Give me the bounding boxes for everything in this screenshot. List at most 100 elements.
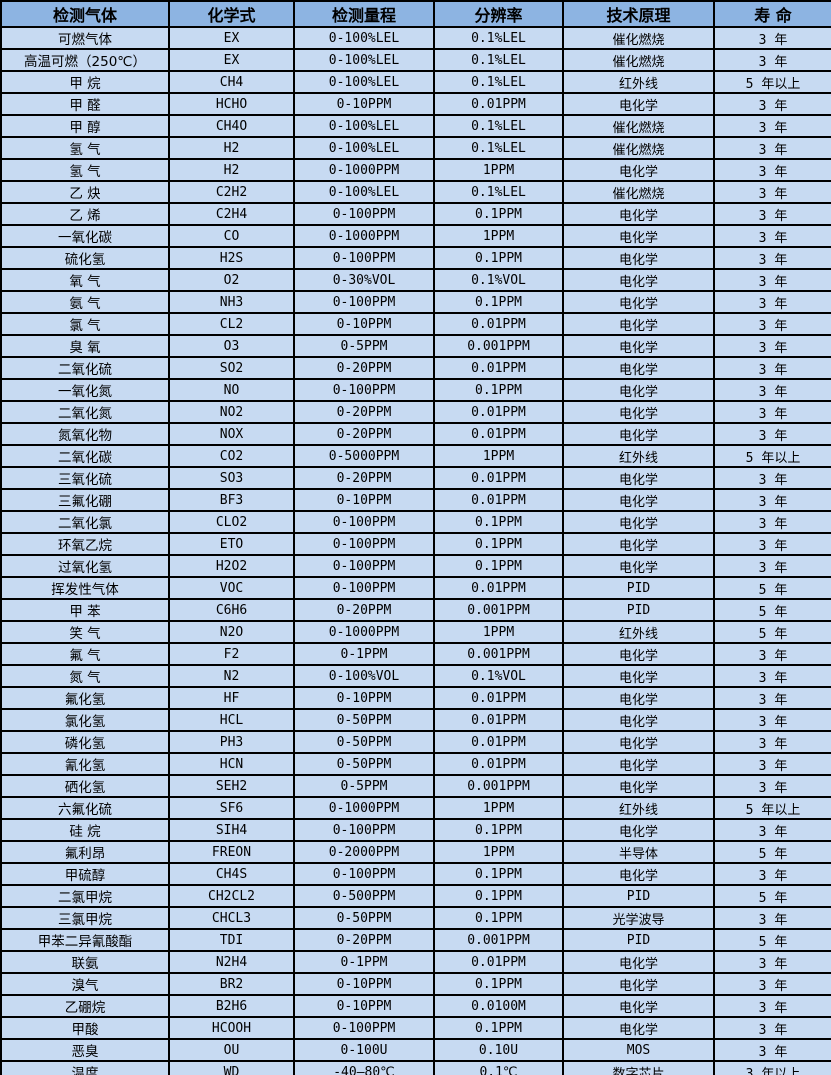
- column-header-gas: 检测气体: [0, 0, 170, 28]
- resolution-cell: 0.1PPM: [433, 532, 564, 556]
- lifespan-cell: 3 年: [713, 752, 831, 776]
- principle-cell: 电化学: [562, 268, 715, 292]
- table-row: 氰化氢 HCN 0-50PPM 0.01PPM 电化学 3 年: [0, 752, 831, 776]
- gas-name-cell: 氮 气: [0, 664, 170, 688]
- resolution-cell: 0.1%VOL: [433, 664, 564, 688]
- table-row: 甲苯二异氰酸酯 TDI 0-20PPM 0.001PPM PID 5 年: [0, 928, 831, 952]
- formula-cell: C2H4: [168, 202, 295, 226]
- principle-cell: 电化学: [562, 730, 715, 754]
- gas-name-cell: 联氨: [0, 950, 170, 974]
- lifespan-cell: 3 年: [713, 246, 831, 270]
- principle-cell: 电化学: [562, 774, 715, 798]
- lifespan-cell: 3 年: [713, 356, 831, 380]
- principle-cell: 电化学: [562, 532, 715, 556]
- gas-name-cell: 乙硼烷: [0, 994, 170, 1018]
- gas-name-cell: 甲酸: [0, 1016, 170, 1040]
- table-row: 氮氧化物 NOX 0-20PPM 0.01PPM 电化学 3 年: [0, 422, 831, 446]
- lifespan-cell: 3 年: [713, 664, 831, 688]
- formula-cell: CO2: [168, 444, 295, 468]
- table-row: 挥发性气体 VOC 0-100PPM 0.01PPM PID 5 年: [0, 576, 831, 600]
- formula-cell: HCN: [168, 752, 295, 776]
- range-cell: 0-20PPM: [293, 400, 435, 424]
- table-row: 高温可燃（250℃） EX 0-100%LEL 0.1%LEL 催化燃烧 3 年: [0, 48, 831, 72]
- lifespan-cell: 3 年: [713, 466, 831, 490]
- table-row: 乙 炔 C2H2 0-100%LEL 0.1%LEL 催化燃烧 3 年: [0, 180, 831, 204]
- gas-name-cell: 氧 气: [0, 268, 170, 292]
- lifespan-cell: 3 年: [713, 114, 831, 138]
- formula-cell: H2S: [168, 246, 295, 270]
- principle-cell: 电化学: [562, 334, 715, 358]
- resolution-cell: 0.1%LEL: [433, 26, 564, 50]
- range-cell: 0-50PPM: [293, 708, 435, 732]
- principle-cell: 电化学: [562, 752, 715, 776]
- range-cell: 0-100U: [293, 1038, 435, 1062]
- gas-name-cell: 硅 烷: [0, 818, 170, 842]
- principle-cell: 电化学: [562, 972, 715, 996]
- table-row: 氢 气 H2 0-1000PPM 1PPM 电化学 3 年: [0, 158, 831, 182]
- gas-name-cell: 溴气: [0, 972, 170, 996]
- table-row: 联氨 N2H4 0-1PPM 0.01PPM 电化学 3 年: [0, 950, 831, 974]
- formula-cell: HCL: [168, 708, 295, 732]
- range-cell: 0-20PPM: [293, 422, 435, 446]
- lifespan-cell: 3 年: [713, 642, 831, 666]
- resolution-cell: 0.0100M: [433, 994, 564, 1018]
- range-cell: 0-100PPM: [293, 532, 435, 556]
- principle-cell: 催化燃烧: [562, 26, 715, 50]
- principle-cell: 电化学: [562, 400, 715, 424]
- range-cell: 0-500PPM: [293, 884, 435, 908]
- lifespan-cell: 3 年: [713, 818, 831, 842]
- principle-cell: 光学波导: [562, 906, 715, 930]
- principle-cell: 催化燃烧: [562, 48, 715, 72]
- range-cell: -40—80℃: [293, 1060, 435, 1075]
- lifespan-cell: 5 年: [713, 576, 831, 600]
- lifespan-cell: 5 年: [713, 928, 831, 952]
- range-cell: 0-10PPM: [293, 972, 435, 996]
- range-cell: 0-100PPM: [293, 510, 435, 534]
- principle-cell: 电化学: [562, 664, 715, 688]
- lifespan-cell: 5 年: [713, 620, 831, 644]
- gas-name-cell: 氟化氢: [0, 686, 170, 710]
- lifespan-cell: 3 年: [713, 950, 831, 974]
- formula-cell: H2O2: [168, 554, 295, 578]
- range-cell: 0-5PPM: [293, 334, 435, 358]
- resolution-cell: 0.1PPM: [433, 1016, 564, 1040]
- range-cell: 0-100PPM: [293, 202, 435, 226]
- lifespan-cell: 3 年: [713, 378, 831, 402]
- lifespan-cell: 3 年: [713, 994, 831, 1018]
- principle-cell: 电化学: [562, 422, 715, 446]
- range-cell: 0-1PPM: [293, 950, 435, 974]
- range-cell: 0-100%LEL: [293, 180, 435, 204]
- lifespan-cell: 5 年: [713, 598, 831, 622]
- gas-name-cell: 甲 醛: [0, 92, 170, 116]
- formula-cell: SF6: [168, 796, 295, 820]
- lifespan-cell: 5 年以上: [713, 70, 831, 94]
- formula-cell: C2H2: [168, 180, 295, 204]
- resolution-cell: 0.001PPM: [433, 334, 564, 358]
- formula-cell: BF3: [168, 488, 295, 512]
- lifespan-cell: 5 年以上: [713, 796, 831, 820]
- gas-name-cell: 笑 气: [0, 620, 170, 644]
- resolution-cell: 0.1%LEL: [433, 48, 564, 72]
- range-cell: 0-50PPM: [293, 906, 435, 930]
- principle-cell: 电化学: [562, 224, 715, 248]
- gas-name-cell: 氟 气: [0, 642, 170, 666]
- table-row: 甲 苯 C6H6 0-20PPM 0.001PPM PID 5 年: [0, 598, 831, 622]
- formula-cell: VOC: [168, 576, 295, 600]
- principle-cell: 电化学: [562, 202, 715, 226]
- principle-cell: 电化学: [562, 686, 715, 710]
- gas-name-cell: 过氧化氢: [0, 554, 170, 578]
- table-row: 可燃气体 EX 0-100%LEL 0.1%LEL 催化燃烧 3 年: [0, 26, 831, 50]
- table-row: 磷化氢 PH3 0-50PPM 0.01PPM 电化学 3 年: [0, 730, 831, 754]
- lifespan-cell: 3 年: [713, 862, 831, 886]
- range-cell: 0-100PPM: [293, 818, 435, 842]
- resolution-cell: 0.001PPM: [433, 598, 564, 622]
- gas-name-cell: 乙 炔: [0, 180, 170, 204]
- formula-cell: N2: [168, 664, 295, 688]
- gas-name-cell: 甲 苯: [0, 598, 170, 622]
- table-row: 恶臭 OU 0-100U 0.10U MOS 3 年: [0, 1038, 831, 1062]
- table-row: 甲酸 HCOOH 0-100PPM 0.1PPM 电化学 3 年: [0, 1016, 831, 1040]
- range-cell: 0-10PPM: [293, 686, 435, 710]
- principle-cell: 电化学: [562, 862, 715, 886]
- resolution-cell: 0.10U: [433, 1038, 564, 1062]
- resolution-cell: 0.1PPM: [433, 906, 564, 930]
